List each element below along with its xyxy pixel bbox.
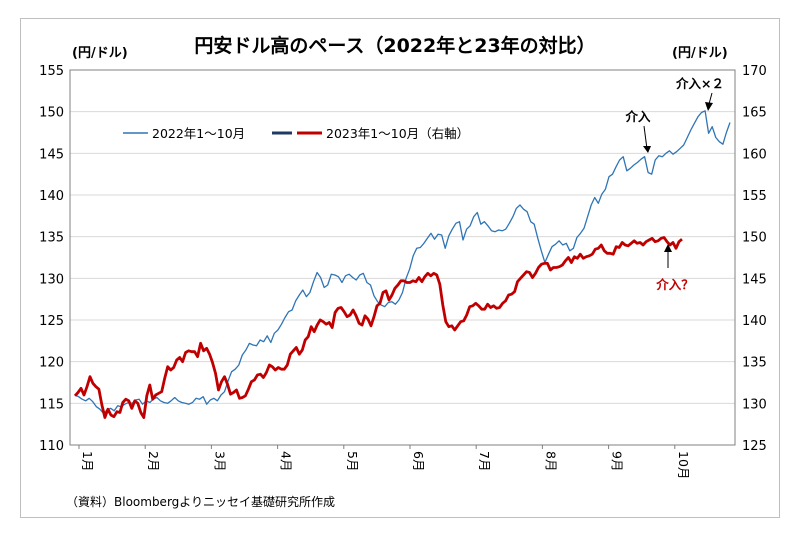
annotation-arrow [708, 92, 713, 105]
annotation-intervention-1: 介入 [624, 109, 651, 153]
y-right-tick-label: 135 [742, 356, 767, 371]
grid-lines [70, 111, 735, 404]
y-axis-left-unit: (円/ドル) [72, 46, 128, 61]
source-note: （資料）Bloombergよりニッセイ基礎研究所作成 [66, 494, 335, 509]
annotation-intervention-3: 介入？ [655, 244, 694, 292]
chart-title: 円安ドル高のペース（2022年と23年の対比） [194, 34, 595, 57]
arrow-head [643, 146, 651, 153]
y-left-tick-label: 140 [39, 189, 64, 204]
annotation-label: 介入 [624, 109, 651, 124]
y-left-tick-label: 115 [39, 397, 64, 412]
y-right-tick-label: 125 [742, 439, 767, 454]
annotation-label: 介入？ [655, 277, 694, 292]
x-month-label: 8月 [543, 451, 558, 471]
y-left-tick-label: 130 [39, 272, 64, 287]
y-axis-right: 125 130 135 140 145 150 155 160 165 170 [742, 64, 767, 454]
y-axis-left: 110 115 120 125 130 135 140 145 150 155 [39, 64, 64, 454]
series-line-2023 [73, 236, 683, 419]
series-lines [73, 110, 731, 419]
x-month-label: 5月 [345, 451, 360, 471]
x-month-label: 2月 [146, 451, 161, 471]
legend: 2022年1～10月 2023年1～10月（右軸） [123, 126, 469, 141]
x-month-label: 4月 [279, 451, 294, 471]
y-right-tick-label: 145 [742, 272, 767, 287]
y-left-tick-label: 145 [39, 147, 64, 162]
annotation-intervention-2: 介入×２ [675, 76, 724, 111]
x-month-label: 7月 [477, 451, 492, 471]
y-left-tick-label: 155 [39, 64, 64, 79]
y-left-tick-label: 135 [39, 231, 64, 246]
y-left-tick-label: 150 [39, 106, 64, 121]
y-right-tick-label: 130 [742, 397, 767, 412]
plot-area [69, 69, 736, 446]
y-right-tick-label: 155 [742, 189, 767, 204]
x-month-label: 6月 [411, 451, 426, 471]
arrow-head [705, 102, 713, 111]
x-month-label: 10月 [676, 451, 691, 479]
series-line-2022 [74, 110, 731, 414]
x-axis-months: 1月 2月 3月 4月 5月 6月 7月 8月 9月 10月 [78, 445, 691, 479]
x-month-label: 1月 [80, 451, 95, 471]
x-month-label: 9月 [610, 451, 625, 471]
annotation-label: 介入×２ [675, 76, 724, 91]
y-axis-right-unit: (円/ドル) [672, 46, 728, 61]
y-left-tick-label: 110 [39, 439, 64, 454]
y-right-tick-label: 150 [742, 231, 767, 246]
legend-label-2022: 2022年1～10月 [152, 126, 245, 141]
arrow-head [664, 244, 672, 252]
legend-label-2023: 2023年1～10月（右軸） [326, 126, 469, 141]
y-left-tick-label: 125 [39, 314, 64, 329]
y-right-tick-label: 160 [742, 147, 767, 162]
y-right-tick-label: 165 [742, 106, 767, 121]
x-month-label: 3月 [212, 451, 227, 471]
y-right-tick-label: 140 [742, 314, 767, 329]
chart-frame [20, 18, 780, 518]
y-right-tick-label: 170 [742, 64, 767, 79]
annotation-arrow [643, 125, 648, 150]
y-left-tick-label: 120 [39, 356, 64, 371]
